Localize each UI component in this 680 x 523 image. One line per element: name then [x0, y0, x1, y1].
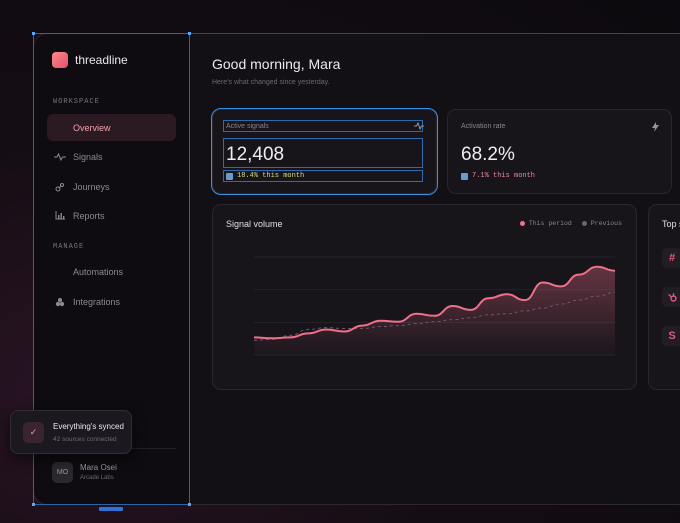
page-subtitle: Here's what changed since yesterday. — [212, 79, 330, 86]
metric-card-activation-rate[interactable]: Activation rate 68.2% 7.1% this month — [447, 109, 672, 194]
trend-up-icon — [461, 172, 468, 180]
metric-delta-text: 18.4% this month — [237, 172, 305, 180]
sidebar-item-overview[interactable]: Overview — [47, 114, 176, 141]
sidebar-item-label: Journeys — [73, 181, 110, 192]
logo-icon — [52, 52, 68, 68]
section-label-workspace: WORKSPACE — [53, 98, 100, 106]
metric-card-active-signals[interactable]: Active signals 12,408 18.4% this month — [211, 108, 438, 195]
sidebar-item-label: Overview — [73, 122, 111, 133]
selection-guide — [33, 33, 189, 34]
main-content: Good morning, Mara Here's what changed s… — [190, 34, 680, 504]
selection-guide — [189, 33, 190, 505]
series-line-previous — [253, 291, 616, 341]
slack-icon: # — [662, 248, 680, 268]
legend-dot — [581, 221, 587, 226]
card-top-sources: Top s # S — [648, 204, 680, 390]
selection-guide — [33, 33, 34, 505]
check-icon: ✓ — [23, 422, 44, 443]
resize-handle[interactable] — [188, 503, 191, 506]
metric-delta: 18.4% this month — [226, 172, 304, 180]
wave-icon — [414, 121, 424, 132]
sidebar-item-label: Automations — [73, 266, 124, 277]
chart-legend: This period Previous — [510, 220, 622, 227]
metric-label: Activation rate — [461, 123, 506, 130]
sidebar-item-label: Integrations — [73, 296, 121, 307]
metric-value: 68.2% — [461, 144, 515, 165]
series-line-this-period — [253, 265, 616, 340]
wave-icon — [47, 152, 73, 161]
toast-subtitle: 42 sources connected — [53, 436, 117, 443]
brand-name: threadline — [75, 53, 128, 67]
sidebar-item-label: Reports — [73, 210, 105, 221]
puzzle-icon — [47, 297, 73, 307]
resize-handle[interactable] — [188, 32, 191, 35]
avatar[interactable]: MO — [52, 462, 73, 483]
metric-value: 12,408 — [226, 144, 285, 165]
sidebar-item-label: Signals — [73, 151, 103, 162]
resize-handle[interactable] — [32, 32, 35, 35]
toast-title: Everything's synced — [53, 422, 124, 431]
selection-box — [223, 138, 423, 168]
signal-volume-chart — [253, 256, 616, 356]
sidebar-item-signals[interactable]: Signals — [47, 143, 176, 170]
chart-card-signal-volume: Signal volume This period Previous — [212, 204, 637, 390]
user-org: Arcade Labs — [80, 475, 114, 481]
metric-delta-text: 7.1% this month — [472, 172, 536, 180]
metric-label: Active signals — [226, 123, 269, 130]
card-title: Top s — [662, 219, 680, 229]
resize-handle[interactable] — [32, 503, 35, 506]
page-title: Good morning, Mara — [212, 56, 341, 72]
bolt-icon — [652, 122, 659, 134]
sidebar-item-integrations[interactable]: Integrations — [47, 288, 176, 315]
legend-label: Previous — [590, 220, 622, 227]
selection-guide — [33, 504, 189, 505]
legend-item-previous: Previous — [581, 220, 622, 227]
metric-delta: 7.1% this month — [461, 172, 535, 180]
legend-label: This period — [528, 220, 572, 227]
bar-chart-icon — [47, 211, 73, 220]
journey-icon — [47, 182, 73, 192]
sidebar: threadline WORKSPACE Overview Signals Jo… — [34, 34, 190, 504]
toast-synced[interactable]: ✓ Everything's synced 42 sources connect… — [10, 410, 132, 454]
legend-item-this-period: This period — [519, 220, 572, 227]
sidebar-item-reports[interactable]: Reports — [47, 202, 176, 229]
selection-guide — [189, 33, 680, 34]
stripe-icon: S — [662, 326, 680, 346]
size-tag — [99, 507, 123, 511]
hubspot-icon — [662, 287, 680, 307]
area-fill-this-period — [254, 266, 615, 355]
sidebar-item-journeys[interactable]: Journeys — [47, 173, 176, 200]
trend-up-icon — [226, 172, 233, 180]
section-label-manage: MANAGE — [53, 243, 85, 251]
selection-box — [223, 170, 423, 182]
user-name: Mara Osei — [80, 463, 117, 472]
app-window: threadline WORKSPACE Overview Signals Jo… — [33, 33, 680, 505]
legend-dot — [519, 221, 525, 226]
sidebar-item-automations[interactable]: Automations — [47, 258, 176, 285]
chart-title: Signal volume — [226, 219, 283, 229]
